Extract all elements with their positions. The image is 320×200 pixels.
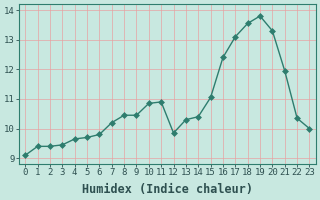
X-axis label: Humidex (Indice chaleur): Humidex (Indice chaleur)	[82, 183, 253, 196]
